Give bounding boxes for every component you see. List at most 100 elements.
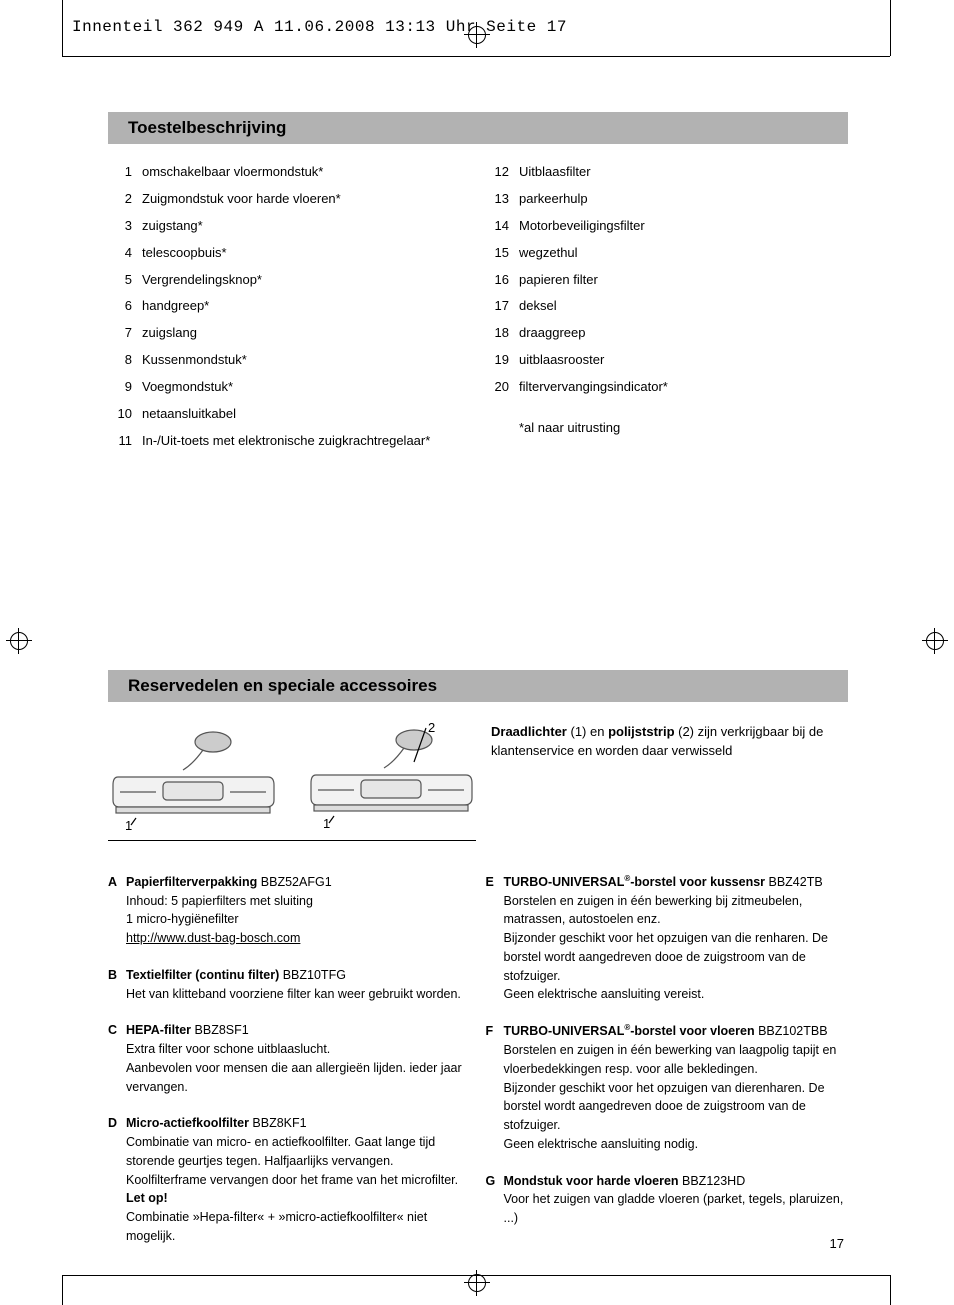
list-item-number: 2	[108, 191, 132, 208]
list-item-number: 17	[485, 298, 509, 315]
list-item-number: 11	[108, 433, 132, 450]
letop-label: Let op!	[126, 1191, 168, 1205]
list-item: 10 netaansluitkabel	[108, 406, 471, 423]
list-item-number: 3	[108, 218, 132, 235]
list-item-number: 10	[108, 406, 132, 423]
list-item: 11 In-/Uit-toets met elektronische zuigkr…	[108, 433, 471, 450]
list-item: 6handgreep*	[108, 298, 471, 315]
accessory-code: BBZ10TFG	[279, 968, 346, 982]
accessory-code: BBZ102TBB	[755, 1024, 828, 1038]
accessory-item: APapierfilterverpakking BBZ52AFG1Inhoud:…	[108, 873, 471, 948]
accessories-column-right: ETURBO-UNIVERSAL®-borstel voor kussensr …	[486, 873, 849, 1264]
accessory-item: CHEPA-filter BBZ8SF1Extra filter voor sc…	[108, 1021, 471, 1096]
list-item-number: 7	[108, 325, 132, 342]
crop-mark	[890, 1275, 891, 1305]
accessory-letter: D	[108, 1114, 126, 1245]
list-item: 7 zuigslang	[108, 325, 471, 342]
accessory-letter: B	[108, 966, 126, 1004]
list-item: 8Kussenmondstuk*	[108, 352, 471, 369]
accessory-title: Micro-actiefkoolfilter	[126, 1116, 249, 1130]
list-item: 16 papieren filter	[485, 272, 848, 289]
accessory-item: FTURBO-UNIVERSAL®-borstel voor vloeren B…	[486, 1022, 849, 1153]
accessory-line: Borstelen en zuigen in één bewerking van…	[504, 1041, 849, 1079]
list-item-number: 16	[485, 272, 509, 289]
accessory-line: Combinatie van micro- en actiefkoolfilte…	[126, 1133, 471, 1171]
accessory-line: Koolfilterframe vervangen door het frame…	[126, 1171, 471, 1209]
list-item-text: netaansluitkabel	[142, 406, 236, 423]
registration-mark-icon	[464, 1270, 490, 1296]
registration-mark-icon	[6, 628, 32, 654]
list-item-text: filtervervangingsindicator*	[519, 379, 668, 396]
accessory-line: Borstelen en zuigen in één bewerking bij…	[504, 892, 849, 930]
list-item-number: 8	[108, 352, 132, 369]
list-item: 18 draaggreep	[485, 325, 848, 342]
list-item-number: 19	[485, 352, 509, 369]
floor-nozzle-illustration-2: 1 2	[306, 722, 476, 832]
accessory-item: DMicro-actiefkoolfilter BBZ8KF1Combinati…	[108, 1114, 471, 1245]
parts-list-right: 12Uitblaasfilter 13 parkeerhulp 14Motorbeve…	[485, 164, 848, 396]
accessory-letter: E	[486, 873, 504, 1004]
section-heading-spare-parts: Reservedelen en speciale accessoires	[108, 670, 848, 702]
section-heading-device-description: Toestelbeschrijving	[108, 112, 848, 144]
accessory-code: BBZ42TB	[765, 875, 823, 889]
list-item: 19 uitblaasrooster	[485, 352, 848, 369]
accessory-line: Combinatie »Hepa-filter« + »micro-actief…	[126, 1208, 471, 1246]
crop-mark	[62, 1275, 63, 1305]
list-item: 9Voegmondstuk*	[108, 379, 471, 396]
prepress-header: Innenteil 362 949 A 11.06.2008 13:13 Uhr…	[72, 18, 567, 36]
list-item-number: 9	[108, 379, 132, 396]
list-item: 5 Vergrendelingsknop*	[108, 272, 471, 289]
accessories-column-left: APapierfilterverpakking BBZ52AFG1Inhoud:…	[108, 873, 471, 1264]
accessory-code: BBZ8SF1	[191, 1023, 249, 1037]
accessory-letter: G	[486, 1172, 504, 1228]
accessory-line: Bijzonder geschikt voor het opzuigen van…	[504, 1079, 849, 1135]
list-item: 13 parkeerhulp	[485, 191, 848, 208]
list-item-number: 12	[485, 164, 509, 181]
list-item-number: 13	[485, 191, 509, 208]
list-item-number: 6	[108, 298, 132, 315]
list-item-text: deksel	[519, 298, 557, 315]
list-item-text: uitblaasrooster	[519, 352, 604, 369]
list-item-number: 18	[485, 325, 509, 342]
list-item-text: Vergrendelingsknop*	[142, 272, 262, 289]
accessory-link: http://www.dust-bag-bosch.com	[126, 929, 471, 948]
list-item-number: 15	[485, 245, 509, 262]
list-item-text: draaggreep	[519, 325, 586, 342]
accessory-body: Mondstuk voor harde vloeren BBZ123HDVoor…	[504, 1172, 849, 1228]
accessory-body: HEPA-filter BBZ8SF1Extra filter voor sch…	[126, 1021, 471, 1096]
accessory-item: BTextielfilter (continu filter) BBZ10TFG…	[108, 966, 471, 1004]
accessory-item: ETURBO-UNIVERSAL®-borstel voor kussensr …	[486, 873, 849, 1004]
accessory-title: TURBO-UNIVERSAL	[504, 1024, 625, 1038]
floor-nozzle-illustration-1: 1	[108, 722, 278, 832]
accessory-item: GMondstuk voor harde vloeren BBZ123HDVoo…	[486, 1172, 849, 1228]
accessory-line: Extra filter voor schone uitblaaslucht.	[126, 1040, 471, 1059]
list-item: 12Uitblaasfilter	[485, 164, 848, 181]
accessory-body: Textielfilter (continu filter) BBZ10TFG H…	[126, 966, 471, 1004]
parts-list-left: 1omschakelbaar vloermondstuk*2Zuigmondst…	[108, 164, 471, 450]
list-item-number: 5	[108, 272, 132, 289]
accessory-body: Micro-actiefkoolfilter BBZ8KF1Combinatie…	[126, 1114, 471, 1245]
accessory-body: TURBO-UNIVERSAL®-borstel voor kussensr B…	[504, 873, 849, 1004]
list-item-text: parkeerhulp	[519, 191, 588, 208]
accessory-line: Aanbevolen voor mensen die aan allergieë…	[126, 1059, 471, 1097]
accessory-title: Textielfilter (continu filter)	[126, 968, 279, 982]
equipment-footnote: *al naar uitrusting	[519, 420, 848, 435]
accessory-line: Geen elektrische aansluiting nodig.	[504, 1135, 849, 1154]
accessory-title: -borstel voor vloeren	[630, 1024, 754, 1038]
list-item-text: zuigstang*	[142, 218, 203, 235]
list-item-text: wegzethul	[519, 245, 578, 262]
list-item-text: Motorbeveiligingsfilter	[519, 218, 645, 235]
accessory-line: Inhoud: 5 papierfilters met sluiting	[126, 892, 471, 911]
accessory-title: Mondstuk voor harde vloeren	[504, 1174, 679, 1188]
registration-mark-icon	[922, 628, 948, 654]
list-item-text: papieren filter	[519, 272, 598, 289]
accessory-code: BBZ123HD	[679, 1174, 746, 1188]
accessory-line: Bijzonder geschikt voor het opzuigen van…	[504, 929, 849, 985]
accessory-body: TURBO-UNIVERSAL®-borstel voor vloeren BB…	[504, 1022, 849, 1153]
list-item-text: zuigslang	[142, 325, 197, 342]
list-item-text: In-/Uit-toets met elektronische zuigkrac…	[142, 433, 430, 450]
list-item: 20filtervervangingsindicator*	[485, 379, 848, 396]
accessory-line: Het van klitteband voorziene filter kan …	[126, 985, 471, 1004]
list-item: 14Motorbeveiligingsfilter	[485, 218, 848, 235]
accessory-code: BBZ52AFG1	[257, 875, 331, 889]
